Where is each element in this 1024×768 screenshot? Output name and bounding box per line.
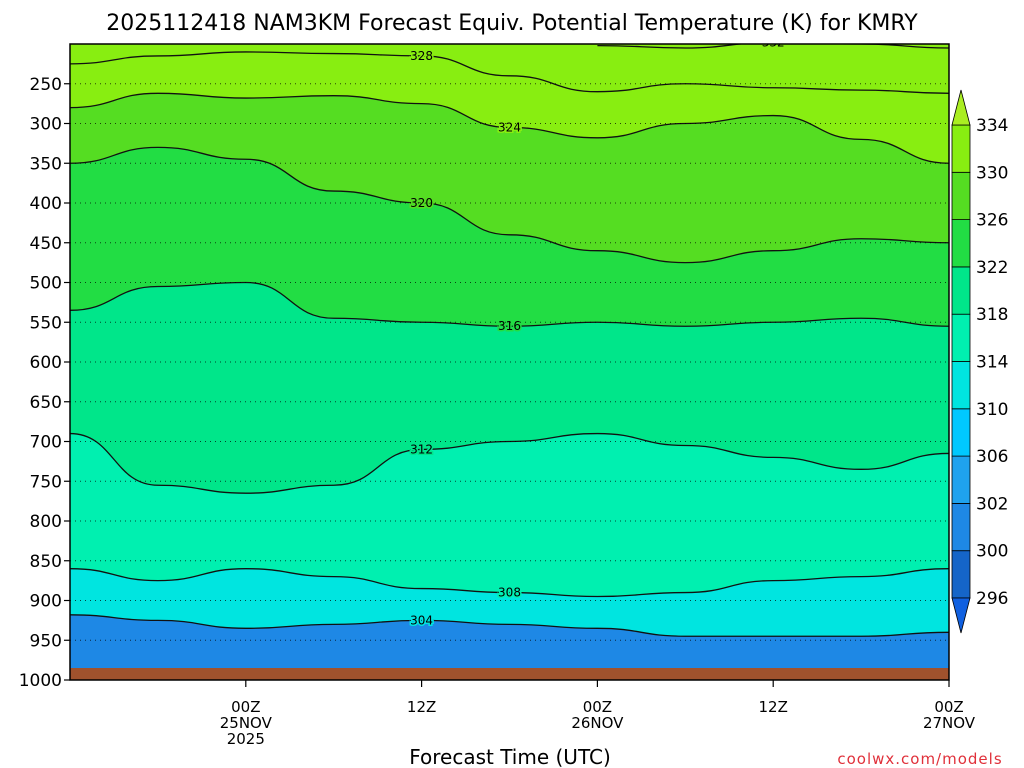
colorbar-label-306: 306 [976,447,1008,467]
colorbar: 296 300 302 306 310 314 318 322 326 330 334 [951,89,1008,634]
colorbar-label-326: 326 [976,211,1008,231]
colorbar-swatch-4 [951,361,971,410]
ground-strip [70,668,949,680]
colorbar-arrow-bottom [951,597,971,634]
field-layer: 304 308 312 316 320 324 328 332 [70,35,949,680]
y-tick-label-850: 850 [30,552,62,572]
colorbar-swatch-8 [951,171,971,221]
colorbar-label-296: 296 [976,589,1008,609]
contour-320 [70,146,949,264]
colorbar-swatch-9 [951,124,971,173]
contour-label-312: 312 [410,442,433,456]
y-tick-label-550: 550 [30,313,62,333]
colorbar-swatch-2 [951,455,971,504]
colorbar-label-300: 300 [976,542,1008,562]
y-tick-label-500: 500 [30,274,62,294]
y-tick-label-450: 450 [30,234,62,254]
x-tick-label-42-0: 12Z [759,698,788,716]
contour-label-320: 320 [410,196,433,210]
colorbar-swatch-5 [951,313,971,362]
colorbar-swatch-6 [951,266,971,315]
contour-332 [597,44,949,49]
y-tick-label-400: 400 [30,194,62,214]
contour-328 [70,51,949,94]
chart-title: 2025112418 NAM3KM Forecast Equiv. Potent… [106,11,918,36]
colorbar-label-330: 330 [976,163,1008,183]
y-tick-label-1000: 1000 [19,671,62,691]
band-328 [70,44,949,94]
y-tick-label-900: 900 [30,592,62,612]
x-tick-label-54-0: 00Z [934,698,963,716]
colorbar-swatch-3 [951,408,971,457]
y-tick-label-700: 700 [30,433,62,453]
colorbar-label-310: 310 [976,400,1008,420]
contour-308 [70,568,949,598]
colorbar-label-322: 322 [976,258,1008,278]
y-tick-label-650: 650 [30,393,62,413]
x-tick-label-6-0: 00Z [231,698,260,716]
plot-area: 304 308 312 316 320 324 328 332 [70,35,949,681]
colorbar-label-314: 314 [976,353,1008,373]
contour-label-332: 332 [762,35,785,49]
colorbar-swatch-1 [951,502,971,552]
band-332 [597,44,949,48]
y-tick-label-250: 250 [30,75,62,95]
contour-label-328: 328 [410,49,433,63]
contour-304 [70,614,949,637]
axes: 250 300 350 400 450 500 550 600 650 700 750 800 850 9… [19,43,976,748]
contour-label-304: 304 [410,613,433,627]
contour-312 [70,432,949,494]
x-axis-label: Forecast Time (UTC) [409,745,611,768]
y-tick-label-600: 600 [30,353,62,373]
y-tick-label-300: 300 [30,115,62,135]
x-tick-label-18-0: 12Z [407,698,436,716]
colorbar-swatch-0 [951,550,971,599]
y-tick-label-350: 350 [30,154,62,174]
contour-316 [70,281,949,327]
colorbar-arrow-top [951,89,971,126]
colorbar-label-302: 302 [976,494,1008,514]
y-tick-label-750: 750 [30,472,62,492]
contour-label-316: 316 [498,319,521,333]
y-tick-label-800: 800 [30,512,62,532]
x-tick-label-30-0: 00Z [583,698,612,716]
x-tick-label-6-1: 25NOV [220,714,273,732]
x-tick-label-6-2: 2025 [227,730,265,748]
colorbar-label-334: 334 [976,116,1008,136]
credit-text: coolwx.com/models [837,750,1002,768]
contour-label-308: 308 [498,586,521,600]
x-tick-label-30-1: 26NOV [571,714,624,732]
contour-324 [70,92,949,164]
y-tick-label-950: 950 [30,631,62,651]
colorbar-swatch-7 [951,219,971,268]
x-tick-label-54-1: 27NOV [923,714,976,732]
contour-label-324: 324 [498,120,521,134]
colorbar-label-318: 318 [976,305,1008,325]
